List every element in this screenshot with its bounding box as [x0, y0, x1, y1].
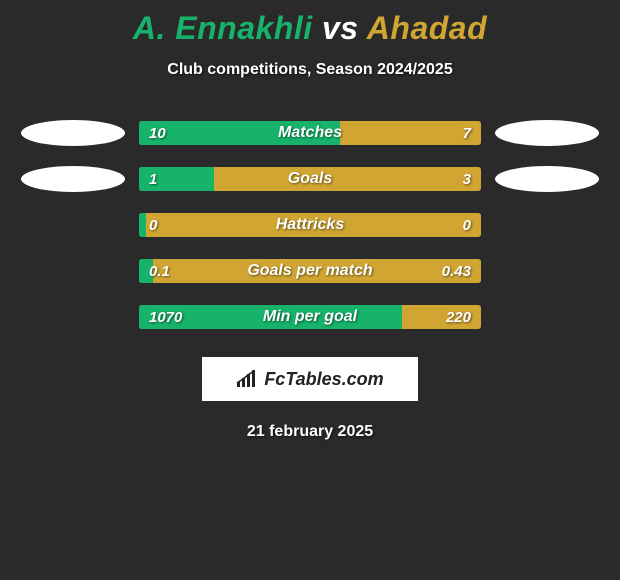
title-left: A. Ennakhli — [133, 10, 313, 46]
left-oval — [21, 212, 125, 238]
bar-right-fill — [340, 121, 481, 145]
bar-left-fill — [139, 121, 340, 145]
date-text: 21 february 2025 — [0, 423, 620, 441]
page-title: A. Ennakhli vs Ahadad — [0, 0, 620, 47]
right-oval — [495, 166, 599, 192]
right-oval — [495, 212, 599, 238]
left-oval — [21, 166, 125, 192]
stats-rows: 107Matches 13Goals 00Hattricks 0.10.43Goals… — [0, 121, 620, 329]
badge-text: FcTables.com — [264, 369, 383, 390]
chart-icon — [236, 370, 258, 388]
stat-row: 00Hattricks — [0, 213, 620, 237]
left-oval — [21, 304, 125, 330]
right-oval — [495, 258, 599, 284]
right-oval — [495, 304, 599, 330]
stat-row: 107Matches — [0, 121, 620, 145]
bar-right-fill — [153, 259, 481, 283]
title-vs: vs — [313, 10, 367, 46]
stat-bar: 1070220Min per goal — [139, 305, 481, 329]
stat-bar: 107Matches — [139, 121, 481, 145]
right-oval — [495, 120, 599, 146]
bar-right-fill — [406, 305, 481, 329]
left-oval — [21, 258, 125, 284]
source-badge: FcTables.com — [202, 357, 418, 401]
stat-bar: 13Goals — [139, 167, 481, 191]
subtitle: Club competitions, Season 2024/2025 — [0, 61, 620, 79]
stat-bar: 0.10.43Goals per match — [139, 259, 481, 283]
stat-bar: 00Hattricks — [139, 213, 481, 237]
bar-left-fill — [139, 167, 214, 191]
title-right: Ahadad — [367, 10, 487, 46]
bar-right-fill — [146, 213, 481, 237]
stat-row: 13Goals — [0, 167, 620, 191]
bar-right-fill — [214, 167, 481, 191]
bar-left-fill — [139, 259, 153, 283]
stat-row: 1070220Min per goal — [0, 305, 620, 329]
stat-row: 0.10.43Goals per match — [0, 259, 620, 283]
left-oval — [21, 120, 125, 146]
bar-left-fill — [139, 305, 402, 329]
bar-left-fill — [139, 213, 146, 237]
